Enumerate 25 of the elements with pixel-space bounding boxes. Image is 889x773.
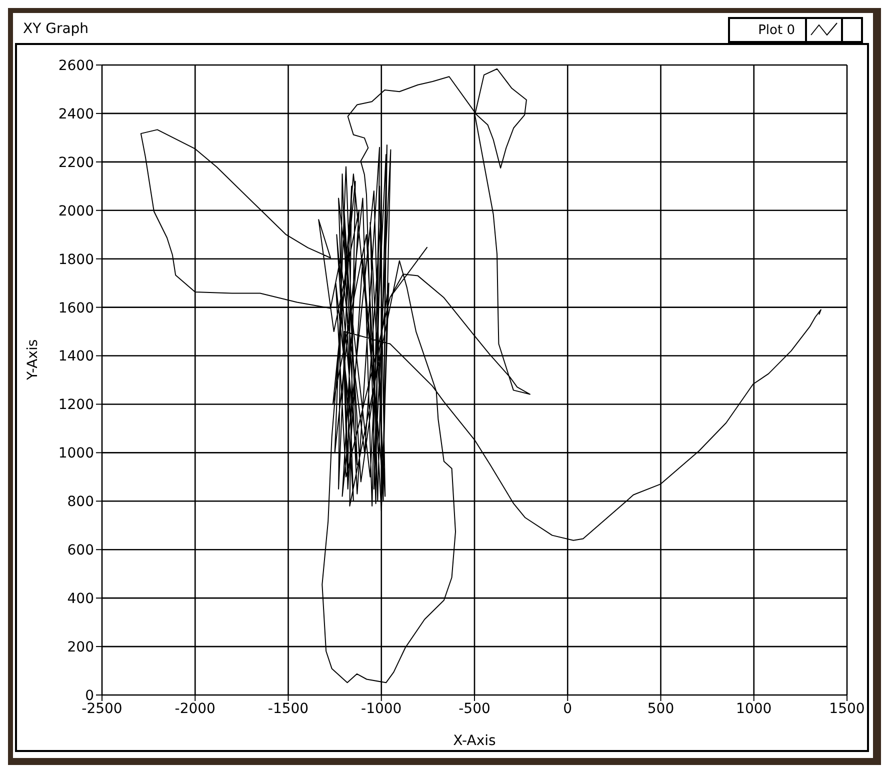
legend-label: Plot 0 (757, 22, 796, 38)
chart-title: XY Graph (23, 21, 89, 37)
y-tick-label: 2000 (58, 203, 94, 220)
y-tick-label: 600 (67, 542, 94, 559)
x-tick-label: -2000 (174, 700, 216, 717)
x-tick-label: 1000 (736, 700, 772, 717)
y-tick-label: 1400 (58, 348, 94, 365)
y-tick-label: 400 (67, 591, 94, 608)
y-tick-label: 1800 (58, 252, 94, 268)
y-tick-label: 800 (67, 494, 94, 510)
x-tick-label: -1500 (268, 700, 309, 717)
y-tick-label: 200 (67, 640, 94, 656)
y-tick-label: 1000 (58, 446, 94, 462)
y-axis-title: Y-Axis (24, 339, 41, 381)
y-tick-label: 1200 (58, 397, 94, 414)
y-tick-label: 1600 (58, 300, 94, 316)
x-tick-label: 500 (647, 700, 674, 717)
x-axis-title: X-Axis (453, 733, 496, 749)
y-tick-label: 2600 (58, 58, 94, 74)
y-tick-label: 2200 (58, 154, 94, 171)
y-tick-label: 2400 (58, 106, 94, 122)
x-tick-label: 1500 (829, 700, 865, 717)
x-tick-label: -500 (458, 700, 490, 717)
x-tick-label: -1000 (361, 700, 402, 717)
x-tick-label: 0 (563, 700, 572, 717)
